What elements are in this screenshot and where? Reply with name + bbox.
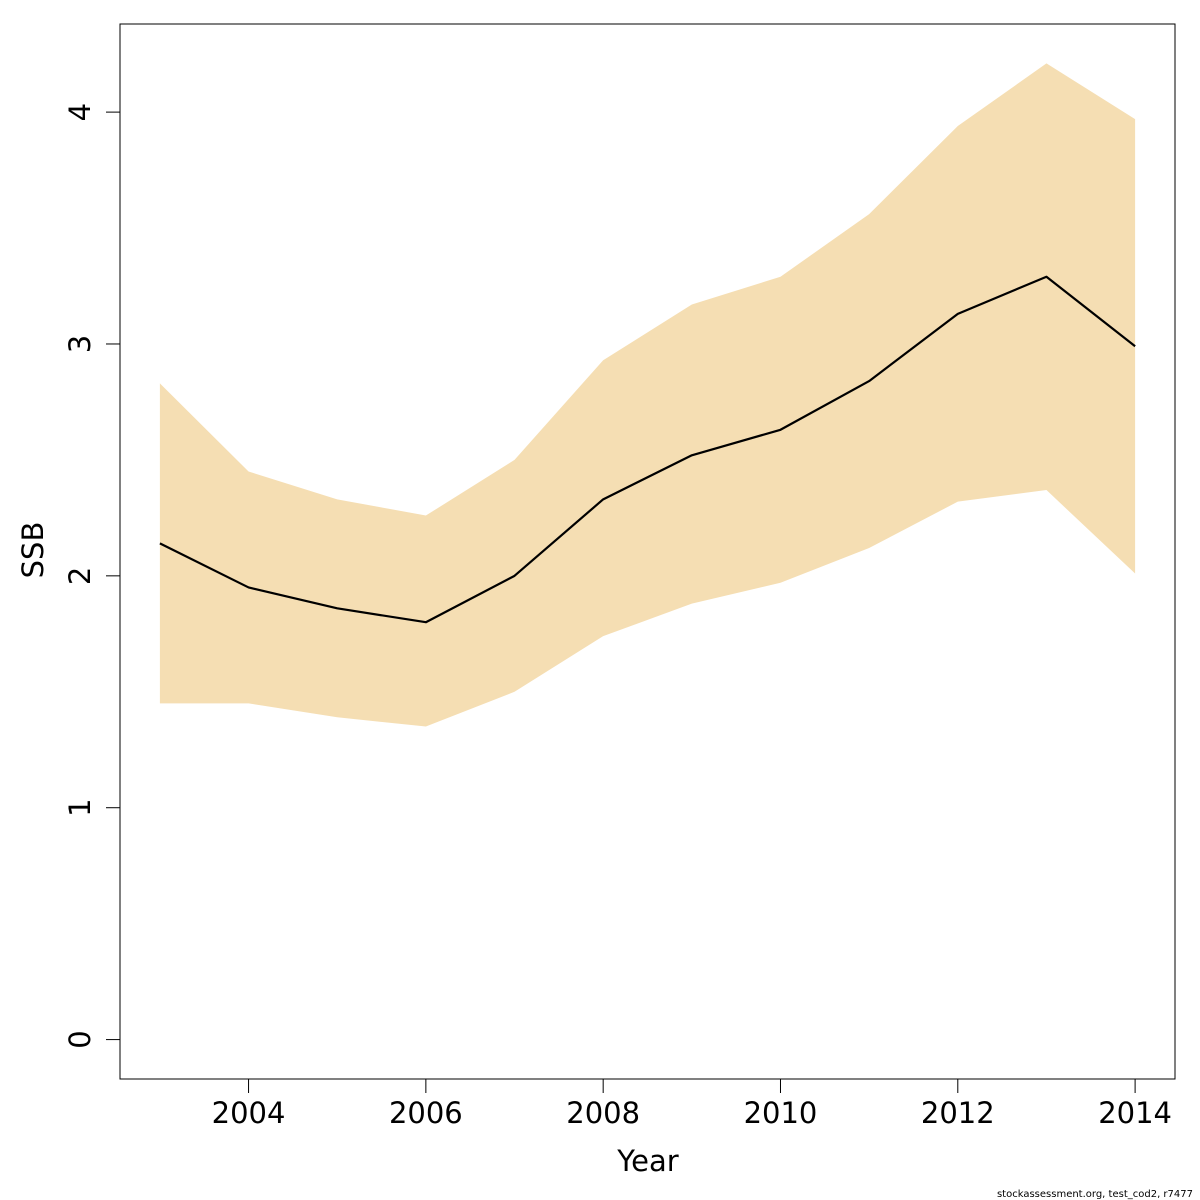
x-tick-label: 2008 [566,1096,640,1130]
x-tick-label: 2006 [389,1096,463,1130]
y-tick-label: 3 [63,335,97,353]
x-axis-title: Year [616,1144,678,1178]
x-tick-label: 2012 [921,1096,995,1130]
x-tick-label: 2010 [744,1096,818,1130]
confidence-band-layer [159,63,1136,727]
y-axis-title: SSB [16,522,50,579]
ssb-line-layer [159,275,1136,624]
plot-frame [119,23,1176,1080]
y-tick-label: 2 [63,567,97,585]
x-axis: 2004 2006 2008 2010 2012 2014 [212,1079,1172,1130]
x-tick-label: 2014 [1098,1096,1172,1130]
y-tick-label: 4 [63,103,97,121]
y-tick-label: 1 [63,798,97,816]
x-tick-label: 2004 [212,1096,286,1130]
y-tick-label: 0 [63,1030,97,1048]
y-axis: 0 1 2 3 4 [63,103,120,1049]
ssb-series-line [159,275,1136,624]
footnote-text: stockassessment.org, test_cod2, r7477 [997,1189,1193,1200]
confidence-band [159,63,1136,727]
